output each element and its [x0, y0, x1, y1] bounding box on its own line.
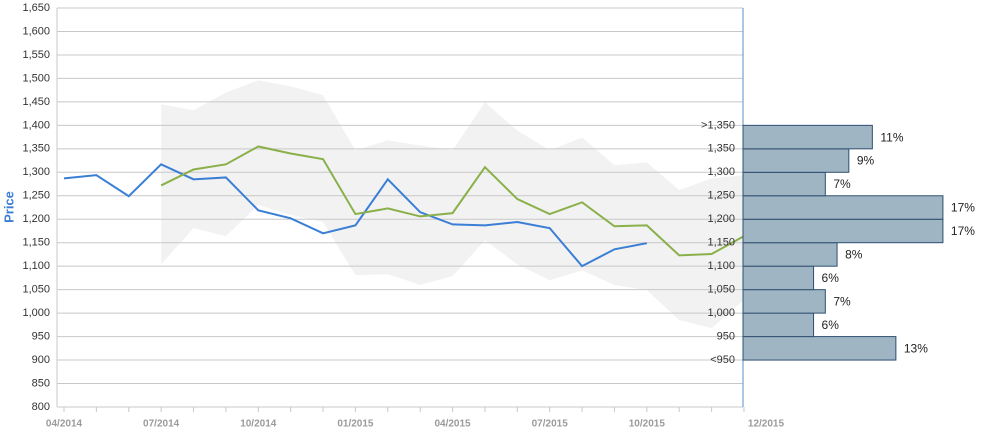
histogram-bar [742, 336, 897, 361]
x-tick-label: 01/2015 [337, 419, 374, 430]
bin-label: <950 [710, 354, 735, 366]
y-tick-label: 1,250 [22, 190, 50, 202]
price-line [160, 145, 745, 257]
y-tick-label: 1,350 [22, 143, 50, 155]
x-tick-label: 10/2014 [240, 419, 277, 430]
bin-label: 1,350 [707, 143, 735, 155]
bar-value-label: 6% [822, 318, 840, 332]
bar-value-label: 13% [904, 341, 928, 355]
bar-value-label: 6% [822, 271, 840, 285]
bar-value-label: 9% [857, 154, 875, 168]
x-tick-label: 04/2014 [46, 419, 83, 430]
y-axis-title: Price [1, 191, 16, 223]
y-tick-label: 1,050 [22, 284, 50, 296]
y-tick-label: 900 [32, 354, 50, 366]
y-tick-label: 1,400 [22, 119, 50, 131]
y-tick-label: 1,000 [22, 307, 50, 319]
bar-value-label: 11% [880, 130, 903, 144]
histogram-bar [742, 312, 815, 338]
y-tick-label: 1,550 [22, 49, 50, 61]
bin-label: 1,300 [707, 166, 735, 178]
forecast-band [161, 80, 744, 329]
y-tick-label: 1,450 [22, 96, 50, 108]
bin-label: 950 [717, 330, 735, 342]
bin-label: >1,350 [701, 119, 735, 131]
bar-value-label: 17% [951, 201, 975, 215]
y-tick-label: 1,300 [22, 166, 50, 178]
x-tick-label: 04/2015 [434, 419, 471, 430]
bin-label: 1,100 [707, 260, 735, 272]
bar-value-label: 8% [845, 248, 863, 262]
bin-label: 1,200 [707, 213, 735, 225]
y-tick-label: 1,600 [22, 25, 50, 37]
y-tick-label: 1,200 [22, 213, 50, 225]
histogram-bar [742, 171, 826, 197]
y-tick-label: 800 [32, 401, 50, 413]
histogram-bar [742, 148, 850, 173]
histogram-bar [742, 218, 944, 244]
histogram-bar [742, 289, 826, 314]
bin-label: 1,150 [707, 237, 735, 249]
histogram-bar [742, 195, 944, 220]
bar-value-label: 17% [951, 224, 975, 238]
x-tick-label: 07/2015 [532, 419, 569, 430]
y-tick-label: 1,150 [22, 237, 50, 249]
bin-label: 1,000 [707, 307, 735, 319]
x-tick-label: 07/2014 [143, 419, 180, 430]
price-line [63, 163, 648, 268]
histogram-bar [742, 265, 815, 291]
y-tick-label: 1,650 [22, 2, 50, 14]
bin-label: 1,250 [707, 190, 735, 202]
y-tick-label: 1,500 [22, 72, 50, 84]
y-tick-label: 950 [32, 330, 50, 342]
x-tick-label: 10/2015 [629, 419, 666, 430]
x-tick-label: 12/2015 [748, 419, 785, 430]
y-tick-label: 850 [32, 377, 50, 389]
histogram-bar [742, 124, 873, 150]
bar-value-label: 7% [833, 295, 851, 309]
histogram-bar [742, 242, 838, 267]
bar-value-label: 7% [833, 177, 851, 191]
bin-label: 1,050 [707, 284, 735, 296]
y-tick-label: 1,100 [22, 260, 50, 272]
